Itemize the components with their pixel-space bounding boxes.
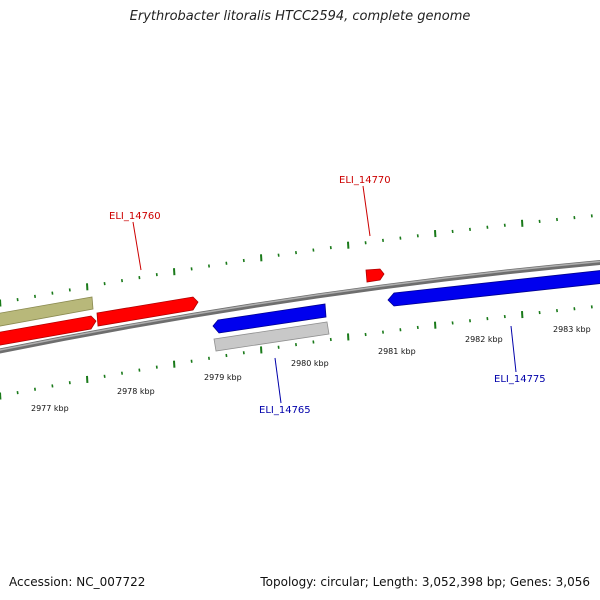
gene-label-eli-14775: ELI_14775: [494, 374, 546, 385]
scale-label-2977: 2977 kbp: [31, 404, 69, 413]
gray-feature: [213, 321, 330, 352]
gene-eli-14760: [96, 296, 199, 327]
scale-label-2981: 2981 kbp: [378, 347, 416, 356]
olive-feature: [0, 296, 94, 327]
forward-strand-ticks: [0, 214, 593, 307]
genome-backbone: [0, 259, 600, 354]
scale-label-2978: 2978 kbp: [117, 387, 155, 396]
leader-eli-14765: [274, 357, 282, 404]
gene-eli-14770: [365, 268, 385, 283]
scale-label-2980: 2980 kbp: [291, 359, 329, 368]
gene-eli-14775-arrow: [387, 270, 600, 307]
gene-label-eli-14765: ELI_14765: [259, 405, 311, 416]
leader-eli-14770: [362, 185, 371, 237]
scale-label-2982: 2982 kbp: [465, 335, 503, 344]
genome-summary-text: Topology: circular; Length: 3,052,398 bp…: [260, 575, 590, 589]
gene-eli-14765-arrow: [212, 303, 327, 334]
leader-eli-14760: [132, 221, 142, 271]
scale-label-2983: 2983 kbp: [553, 325, 591, 334]
map-title: Erythrobacter litoralis HTCC2594, comple…: [129, 9, 471, 24]
gene-label-eli-14760: ELI_14760: [109, 211, 161, 222]
gene-eli-14755: [0, 315, 97, 346]
reverse-strand-ticks: [0, 305, 593, 400]
gene-label-eli-14770: ELI_14770: [339, 175, 391, 186]
accession-text: Accession: NC_007722: [9, 575, 146, 589]
leader-eli-14775: [510, 325, 517, 373]
scale-label-2979: 2979 kbp: [204, 373, 242, 382]
